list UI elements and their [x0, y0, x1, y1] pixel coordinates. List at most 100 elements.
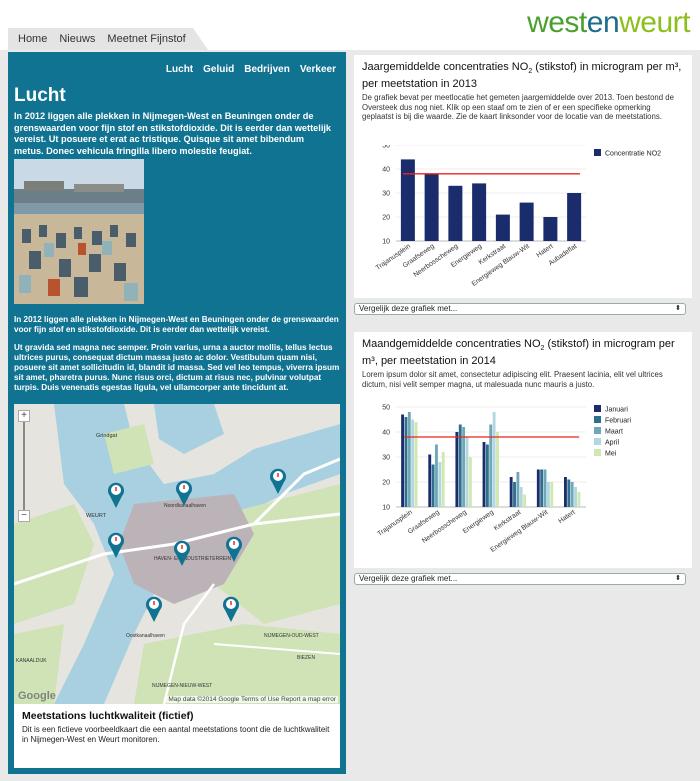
y-tick-label: 10: [382, 505, 390, 512]
bar: [564, 477, 567, 507]
monthly-title-b: (stikstof) in microgram per m³, per meet…: [362, 338, 675, 368]
main-nav: Home Nieuws Meetnet Fijnstof: [8, 28, 208, 50]
bar: [513, 482, 516, 507]
beach-chairs-photo: [14, 159, 144, 304]
bar: [577, 492, 581, 507]
bar: [404, 417, 408, 507]
marker-4[interactable]: [270, 468, 286, 494]
y-tick-label: 30: [382, 455, 390, 462]
stations-map[interactable]: Grindgat WEURT Noordkanaalhaven HAVEN- E…: [14, 404, 340, 704]
zoom-slider[interactable]: [23, 422, 25, 510]
bar: [400, 159, 415, 241]
bar: [509, 477, 513, 507]
subnav-geluid[interactable]: Geluid: [203, 64, 235, 75]
marker-8[interactable]: [223, 596, 239, 622]
bar: [574, 487, 577, 507]
monthly-chart-card: Maandgemiddelde concentraties NO2 (stiks…: [354, 332, 692, 568]
legend-swatch: [594, 416, 601, 423]
map-label-nieuw-west: NIJMEGEN-NIEUW-WEST: [152, 683, 212, 689]
y-tick-label: 50: [382, 405, 390, 412]
annual-title-b: (stikstof) in microgram per m³, per meet…: [362, 61, 682, 91]
monthly-title-sub: 2: [540, 345, 545, 353]
legend-label: Mei: [605, 451, 617, 458]
subnav-bedrijven[interactable]: Bedrijven: [244, 64, 290, 75]
bar: [441, 452, 445, 507]
marker-5[interactable]: [173, 540, 190, 566]
page-title: Lucht: [14, 85, 66, 106]
legend-label: Maart: [605, 429, 623, 436]
chevron-updown-icon: ⬍: [675, 575, 681, 582]
marker-3[interactable]: [175, 480, 192, 506]
legend-swatch: [594, 149, 601, 156]
legend-label: April: [605, 440, 619, 447]
y-tick-label: 10: [382, 239, 390, 246]
y-tick-label: 40: [382, 167, 390, 174]
zoom-out-button[interactable]: −: [18, 510, 30, 522]
map-caption-title: Meetstations luchtkwaliteit (fictief): [22, 710, 194, 722]
annual-chart-title: Jaargemiddelde concentraties NO2 (stikst…: [362, 61, 684, 91]
legend-swatch: [594, 449, 601, 456]
monthly-title-a: Maandgemiddelde concentraties NO: [362, 338, 541, 350]
bar: [455, 432, 459, 507]
nav-home[interactable]: Home: [18, 33, 48, 45]
chevron-updown-icon: ⬍: [675, 305, 681, 312]
bar: [458, 424, 462, 507]
monthly-chart-desc: Lorem ipsum dolor sit amet, consectetur …: [362, 370, 663, 389]
bar: [492, 412, 496, 507]
top-bar: Home Nieuws Meetnet Fijnstof westenweurt: [0, 0, 700, 50]
compare-select-1[interactable]: Vergelijk deze grafiek met... ⬍: [354, 303, 686, 315]
monthly-chart-title: Maandgemiddelde concentraties NO2 (stiks…: [362, 338, 684, 368]
map-provider-logo: Google: [18, 690, 56, 702]
map-attribution[interactable]: Map data ©2014 Google Terms of Use Repor…: [166, 696, 338, 703]
subnav-verkeer[interactable]: Verkeer: [299, 64, 336, 75]
bar: [401, 414, 405, 507]
bar: [414, 422, 418, 507]
marker-2[interactable]: [108, 532, 124, 558]
y-tick-label: 30: [382, 191, 390, 198]
bar: [482, 442, 486, 507]
marker-6[interactable]: [226, 536, 242, 562]
bar: [438, 462, 442, 507]
zoom-in-button[interactable]: +: [18, 410, 30, 422]
bar: [472, 183, 487, 241]
site-logo[interactable]: westenweurt: [527, 6, 690, 40]
bar: [495, 214, 510, 241]
map-label-oostkanaalhaven: Oostkanaalhaven: [126, 633, 165, 639]
sub-nav: Lucht Geluid Bedrijven Verkeer: [166, 64, 336, 75]
map-label-grindgat: Grindgat: [96, 433, 118, 439]
bar: [543, 217, 558, 241]
bar: [435, 444, 438, 507]
logo-part-en: en: [586, 6, 620, 39]
bar: [468, 457, 472, 507]
y-tick-label: 20: [382, 215, 390, 222]
legend-swatch: [594, 427, 601, 434]
legend-label: Februari: [605, 418, 632, 425]
annual-chart-desc: De grafiek bevat per meetlocatie het gem…: [362, 93, 674, 122]
marker-1[interactable]: [108, 482, 124, 508]
bar: [496, 432, 499, 507]
legend-label: Januari: [605, 407, 628, 414]
nav-meetnet-fijnstof[interactable]: Meetnet Fijnstof: [107, 33, 186, 45]
map-caption-text: Dit is een fictieve voorbeeldkaart die e…: [22, 725, 330, 744]
y-tick-label: 40: [382, 430, 390, 437]
map-label-biezen: BIEZEN: [297, 655, 315, 661]
compare-select-2-label: Vergelijk deze grafiek met...: [359, 574, 458, 583]
x-tick-label: Hatert: [557, 509, 576, 525]
body-text-1: In 2012 liggen alle plekken in Nijmegen-…: [14, 315, 339, 334]
bar: [411, 419, 415, 507]
bar: [543, 469, 547, 507]
legend-swatch: [594, 438, 601, 445]
annual-title-sub: 2: [528, 68, 533, 76]
bar: [519, 487, 523, 507]
monthly-chart: 1020304050TrajanuspleinGraafsewegNeerbos…: [376, 405, 632, 554]
bar: [448, 185, 463, 241]
marker-7[interactable]: [145, 596, 162, 622]
map-label-noordkanaalhaven: Noordkanaalhaven: [164, 503, 206, 509]
bar: [485, 444, 489, 507]
bar: [519, 202, 534, 241]
subnav-lucht[interactable]: Lucht: [165, 64, 194, 75]
nav-nieuws[interactable]: Nieuws: [59, 33, 96, 45]
compare-select-2[interactable]: Vergelijk deze grafiek met... ⬍: [354, 573, 686, 585]
bar: [465, 437, 469, 507]
bar: [516, 472, 520, 507]
